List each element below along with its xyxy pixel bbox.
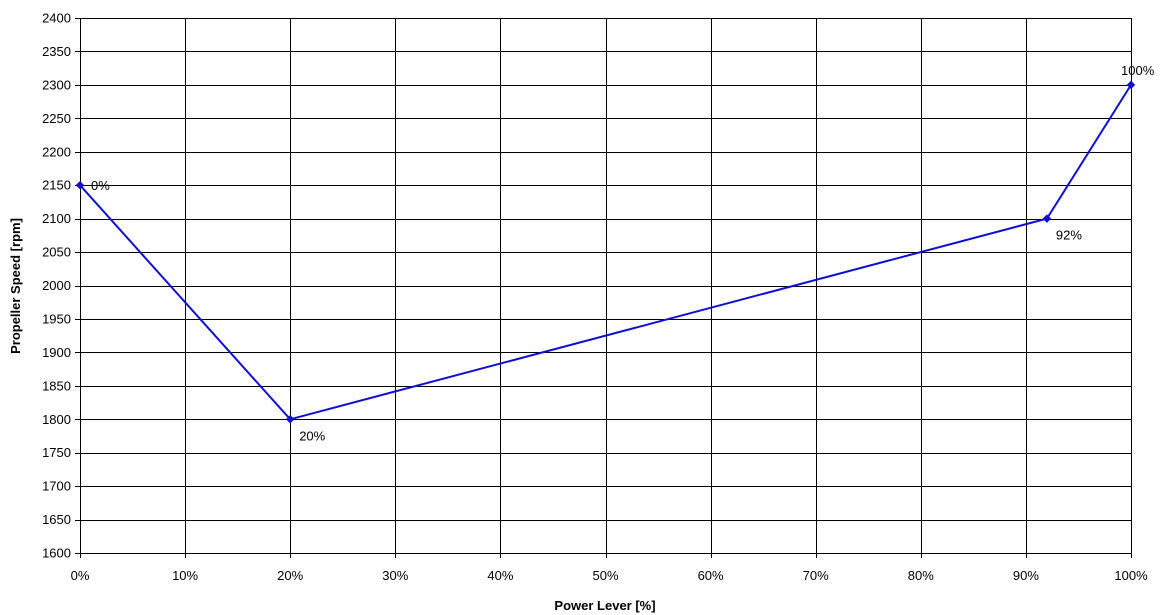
x-tick-label: 30% — [382, 568, 408, 583]
x-axis-title: Power Lever [%] — [554, 598, 655, 613]
x-axis-tick-labels: 0% 10% 20% 30% 40% 50% 60% 70% 80% 90% 100% — [71, 568, 1148, 583]
x-tick-label: 80% — [908, 568, 934, 583]
y-tick-label: 2200 — [42, 144, 71, 159]
x-tick-label: 40% — [487, 568, 513, 583]
y-axis-tick-labels: 1600 1650 1700 1750 1800 1850 1900 1950 2000 2050… — [42, 11, 71, 561]
chart-gridlines — [75, 18, 1132, 558]
y-tick-label: 2300 — [42, 77, 71, 92]
y-tick-label: 1700 — [42, 479, 71, 494]
data-point-label: 0% — [91, 178, 110, 193]
y-tick-label: 2350 — [42, 44, 71, 59]
y-tick-label: 1800 — [42, 412, 71, 427]
y-tick-label: 1750 — [42, 445, 71, 460]
y-axis-title: Propeller Speed [rpm] — [8, 218, 23, 354]
y-tick-label: 1950 — [42, 311, 71, 326]
y-tick-label: 2150 — [42, 178, 71, 193]
x-tick-label: 10% — [172, 568, 198, 583]
x-tick-label: 100% — [1114, 568, 1148, 583]
x-tick-label: 20% — [277, 568, 303, 583]
x-tick-label: 0% — [71, 568, 90, 583]
data-point-label: 20% — [299, 428, 325, 443]
y-tick-label: 2000 — [42, 278, 71, 293]
y-tick-label: 2250 — [42, 111, 71, 126]
y-tick-label: 1900 — [42, 345, 71, 360]
x-tick-label: 60% — [698, 568, 724, 583]
x-tick-label: 50% — [592, 568, 618, 583]
data-point-label: 92% — [1056, 228, 1082, 243]
data-point-label: 100% — [1121, 63, 1155, 78]
y-tick-label: 2100 — [42, 211, 71, 226]
y-tick-label: 1600 — [42, 546, 71, 561]
y-tick-label: 2400 — [42, 11, 71, 26]
y-tick-label: 1850 — [42, 378, 71, 393]
y-tick-label: 2050 — [42, 245, 71, 260]
y-tick-label: 1650 — [42, 512, 71, 527]
x-tick-label: 70% — [803, 568, 829, 583]
x-tick-label: 90% — [1013, 568, 1039, 583]
